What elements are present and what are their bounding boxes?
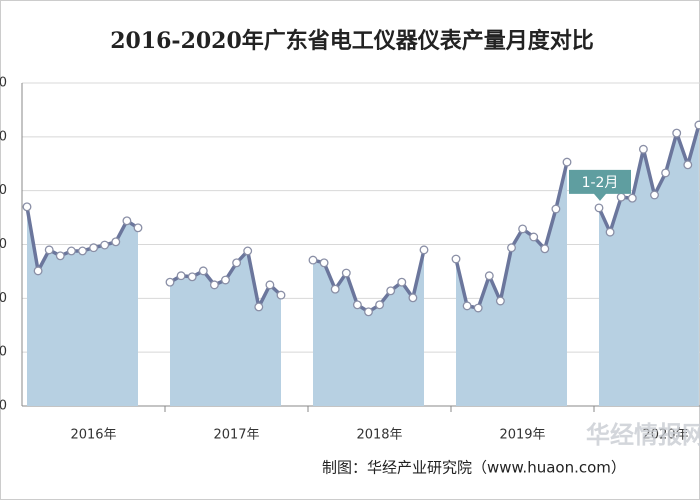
area	[313, 249, 424, 406]
area	[170, 250, 281, 406]
marker	[562, 157, 572, 167]
marker	[55, 251, 65, 261]
area	[27, 206, 138, 406]
y-tick-label: 30	[0, 237, 7, 252]
marker	[78, 246, 87, 256]
marker	[66, 246, 76, 256]
marker	[133, 223, 143, 233]
annotation: 1-2月	[582, 175, 619, 191]
marker	[683, 160, 693, 170]
marker	[694, 120, 700, 130]
marker	[352, 300, 362, 310]
marker	[165, 277, 175, 287]
marker	[551, 204, 561, 214]
marker	[397, 277, 407, 287]
marker	[672, 128, 682, 138]
x-tick-label: 2020年	[642, 428, 688, 443]
marker	[529, 232, 539, 242]
x-tick-label: 2018年	[356, 428, 402, 443]
marker	[386, 286, 396, 296]
marker	[232, 258, 242, 268]
marker	[122, 216, 132, 226]
marker	[176, 271, 186, 281]
marker	[187, 272, 197, 282]
marker	[605, 227, 615, 237]
marker	[341, 268, 351, 278]
y-tick-label: 50	[0, 129, 7, 144]
x-tick-label: 2016年	[70, 428, 116, 443]
marker	[364, 307, 373, 317]
marker	[518, 224, 528, 234]
y-tick-label: 40	[0, 183, 7, 198]
marker	[33, 266, 43, 276]
marker	[495, 296, 505, 306]
marker	[594, 203, 604, 213]
marker	[111, 237, 121, 247]
marker	[254, 302, 264, 312]
y-tick-label: 0	[0, 399, 7, 414]
y-tick-label: 20	[0, 291, 7, 306]
chart-title: 2016-2020年广东省电工仪器仪表产量月度对比	[110, 28, 594, 54]
marker	[650, 190, 659, 200]
marker	[22, 202, 32, 212]
y-tick-label: 10	[0, 345, 7, 360]
marker	[198, 266, 208, 276]
area	[599, 124, 699, 407]
marker	[627, 193, 637, 203]
line	[597, 124, 700, 234]
marker	[330, 284, 340, 294]
marker	[408, 293, 418, 303]
marker	[419, 245, 429, 255]
marker	[451, 254, 461, 264]
marker	[661, 168, 671, 178]
marker	[462, 301, 472, 311]
annotation-box	[569, 169, 631, 201]
marker	[44, 245, 54, 255]
y-tick-label: 60	[0, 76, 7, 91]
marker	[616, 192, 626, 202]
marker	[473, 303, 483, 313]
marker	[484, 271, 494, 281]
area	[456, 162, 567, 406]
x-tick-label: 2019年	[499, 428, 545, 443]
marker	[375, 300, 385, 310]
plot: 0 10 20 30 40 50 60 2016年 2017年 2018年 2019年 2020年 1-…	[0, 76, 700, 443]
marker	[209, 280, 219, 290]
marker	[638, 144, 648, 154]
marker	[507, 243, 516, 253]
marker	[540, 244, 550, 254]
marker	[243, 246, 253, 256]
marker	[265, 280, 275, 290]
marker	[221, 275, 230, 285]
marker	[319, 258, 329, 268]
marker	[308, 255, 318, 265]
marker	[276, 290, 286, 300]
watermark: 华经情报网	[586, 421, 700, 449]
marker	[89, 243, 99, 253]
marker	[100, 240, 110, 250]
source: 制图：华经产业研究院（www.huaon.com）	[322, 459, 626, 477]
x-tick-label: 2017年	[213, 428, 259, 443]
